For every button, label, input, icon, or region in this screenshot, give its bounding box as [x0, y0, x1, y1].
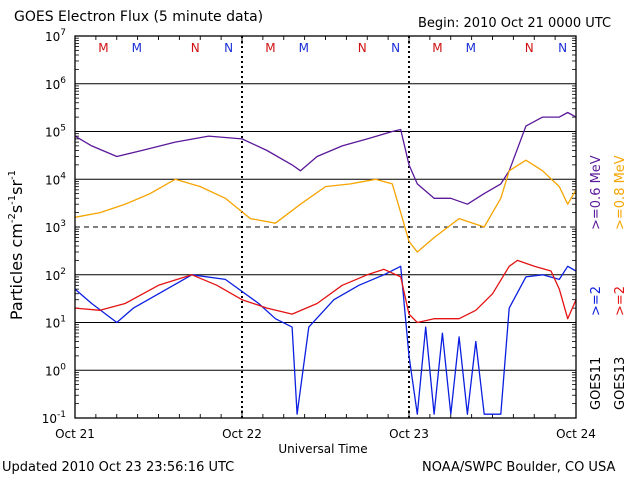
y-label-part: sr: [7, 180, 26, 195]
y-label-exponent: -2: [7, 213, 18, 223]
y-tick-exponent: 0: [60, 362, 66, 372]
y-axis-label-text: Particles cm-2s-1sr-1: [7, 170, 26, 320]
day-night-marker: M: [466, 41, 476, 55]
y-tick-label: 102: [45, 267, 66, 283]
day-night-marker: N: [525, 41, 534, 55]
x-tick-label: Oct 22: [222, 427, 262, 441]
y-tick-label: 105: [45, 124, 66, 140]
y-tick-exponent: -1: [57, 410, 66, 420]
source-credit: NOAA/SWPC Boulder, CO USA: [422, 460, 616, 475]
legend-entry: >=2: [589, 286, 604, 316]
legend: >=0.6 MeV >=0.8 MeV >=2 >=2 GOES11 GOES13: [589, 155, 628, 410]
day-night-marker: M: [265, 41, 275, 55]
y-tick-exponent: 5: [60, 124, 66, 134]
y-tick-label: 100: [45, 362, 66, 378]
day-night-marker: N: [358, 41, 367, 55]
day-night-marker: M: [98, 41, 108, 55]
day-night-marker: N: [191, 41, 200, 55]
series-line-0: [74, 111, 577, 205]
day-night-marker: N: [391, 41, 400, 55]
x-tick-label: Oct 21: [55, 427, 95, 441]
y-tick-base: 10: [45, 173, 60, 187]
updated-timestamp: Updated 2010 Oct 23 23:56:16 UTC: [2, 460, 235, 475]
day-night-marker: M: [299, 41, 309, 55]
y-tick-base: 10: [45, 364, 60, 378]
y-tick-label: 106: [45, 76, 66, 92]
x-tick-label: Oct 24: [556, 427, 596, 441]
series-line-3: [74, 259, 577, 324]
y-tick-base: 10: [45, 317, 60, 331]
y-tick-base: 10: [45, 126, 60, 140]
begin-time: Begin: 2010 Oct 21 0000 UTC: [418, 16, 612, 31]
y-label-part: s: [7, 205, 26, 213]
series-layer: [74, 111, 577, 415]
y-tick-exponent: 2: [60, 267, 66, 277]
x-tick-labels: Oct 21 Oct 22 Oct 23 Oct 24: [55, 427, 596, 441]
legend-entry: GOES11: [589, 357, 604, 410]
legend-entry: >=0.6 MeV: [589, 155, 604, 230]
day-night-marker: N: [558, 41, 567, 55]
plot-frame: [74, 35, 577, 419]
legend-entry: >=0.8 MeV: [613, 155, 628, 230]
y-label-exponent: -1: [7, 170, 18, 180]
y-tick-base: 10: [45, 269, 60, 283]
chart-title: GOES Electron Flux (5 minute data): [14, 9, 264, 25]
y-tick-label: 104: [45, 171, 66, 187]
day-night-marker: M: [132, 41, 142, 55]
y-tick-exponent: 1: [60, 315, 66, 325]
day-night-marker: N: [224, 41, 233, 55]
y-axis-label: Particles cm-2s-1sr-1: [7, 170, 26, 320]
x-axis-label: Universal Time: [278, 442, 367, 456]
day-night-marker: M: [432, 41, 442, 55]
y-label-part: Particles cm: [7, 223, 26, 320]
y-tick-base: 10: [45, 30, 60, 44]
y-tick-label: 107: [45, 28, 66, 44]
series-line-2: [74, 265, 577, 415]
y-tick-exponent: 4: [60, 171, 66, 181]
legend-entry: GOES13: [613, 357, 628, 410]
y-tick-label: 101: [45, 315, 66, 331]
y-tick-base: 10: [45, 221, 60, 235]
grid-layer: [74, 36, 577, 418]
y-tick-exponent: 6: [60, 76, 66, 86]
y-tick-exponent: 7: [60, 28, 66, 38]
y-tick-base: 10: [42, 412, 57, 426]
y-tick-label: 10-1: [42, 410, 66, 426]
series-line-1: [74, 159, 577, 253]
y-tick-base: 10: [45, 78, 60, 92]
x-tick-label: Oct 23: [389, 427, 429, 441]
y-tick-label: 103: [45, 219, 66, 235]
y-label-exponent: -1: [7, 195, 18, 205]
legend-entry: >=2: [613, 286, 628, 316]
y-tick-exponent: 3: [60, 219, 66, 229]
